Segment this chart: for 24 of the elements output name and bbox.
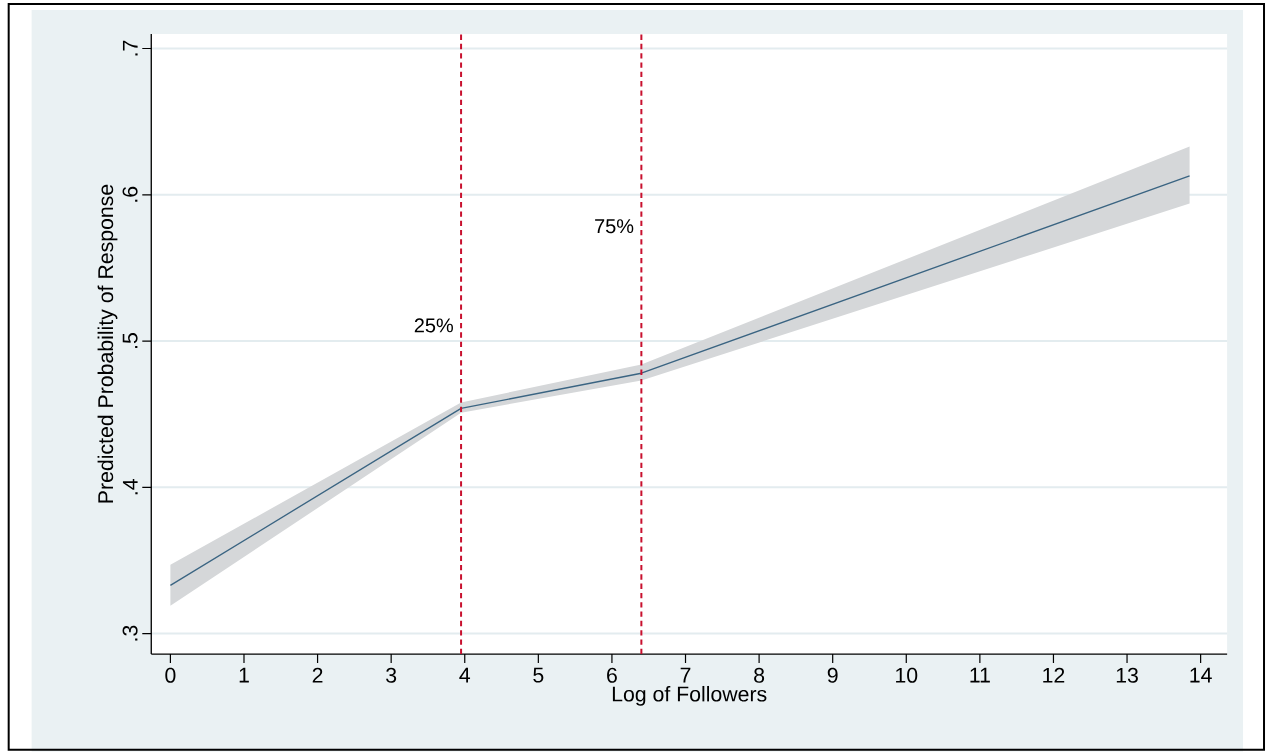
x-tick-label: 10: [896, 667, 918, 683]
x-tick-label: 7: [680, 667, 691, 683]
x-tick-label: 9: [827, 667, 838, 683]
annotation: 75%: [595, 219, 634, 234]
x-tick-label: 14: [1190, 667, 1212, 683]
x-tick-label: 2: [312, 667, 323, 683]
x-tick-label: 5: [533, 667, 544, 683]
x-tick-label: 13: [1116, 667, 1138, 683]
y-tick-label: .3: [122, 625, 138, 641]
x-tick-label: 12: [1043, 667, 1065, 683]
x-tick-label: 4: [459, 667, 471, 683]
y-tick-label: .6: [122, 186, 138, 202]
x-tick-label: 6: [607, 667, 617, 683]
x-tick-label: 3: [386, 667, 397, 683]
x-tick-label: 1: [239, 667, 249, 683]
annotation: 25%: [414, 318, 453, 333]
x-tick-label: 8: [754, 667, 765, 683]
x-tick-label: 11: [970, 667, 990, 683]
x-tick-label: 0: [165, 667, 176, 683]
y-tick-label: .4: [122, 479, 138, 495]
x-axis-title: Log of Followers: [612, 686, 767, 706]
y-axis-title: Predicted Probability of Response: [97, 184, 118, 503]
y-tick-label: .5: [122, 333, 138, 349]
y-tick-label: .7: [122, 40, 138, 56]
